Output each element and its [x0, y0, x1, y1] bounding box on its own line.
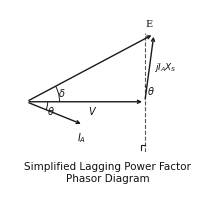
Text: $\delta$: $\delta$ [58, 87, 66, 99]
Text: E: E [146, 20, 153, 29]
Text: $\theta$: $\theta$ [47, 105, 55, 117]
Text: Simplified Lagging Power Factor
Phasor Diagram: Simplified Lagging Power Factor Phasor D… [24, 162, 191, 184]
Text: $jI_AX_S$: $jI_AX_S$ [154, 61, 177, 74]
Text: $\theta$: $\theta$ [147, 84, 155, 97]
Text: $I_A$: $I_A$ [77, 131, 86, 145]
Text: V: V [88, 108, 95, 117]
